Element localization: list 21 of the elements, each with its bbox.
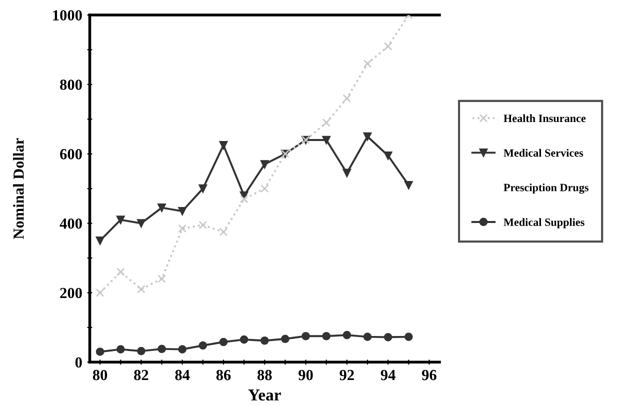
y-axis-title: Nominal Dollar: [13, 138, 24, 240]
x-axis-title: Year: [248, 390, 281, 401]
x-tick-label: 96: [422, 370, 436, 380]
y-tick-label: 1000: [53, 10, 82, 20]
x-tick-label: 94: [380, 370, 396, 380]
x-tick-label: 90: [298, 370, 313, 380]
x-tick-label: 86: [216, 370, 231, 380]
y-tick-label: 400: [60, 218, 82, 229]
text: Presciption Drugs: [504, 183, 588, 194]
legend-label: Health Insurance: [504, 114, 586, 122]
x-tick-label: 80: [92, 370, 108, 380]
x-tick-label: 84: [175, 370, 190, 380]
x-tick-label: 92: [340, 370, 354, 380]
x-tick-label: 88: [257, 370, 272, 380]
legend-label: Medical Supplies: [504, 218, 584, 228]
x-tick-label: 82: [134, 370, 148, 380]
y-tick-label: 600: [60, 149, 82, 160]
legend-label: Medical Services: [504, 148, 584, 157]
y-tick-label: 0: [75, 357, 82, 368]
y-tick-label: 200: [60, 288, 82, 298]
y-tick-label: 800: [60, 80, 82, 90]
